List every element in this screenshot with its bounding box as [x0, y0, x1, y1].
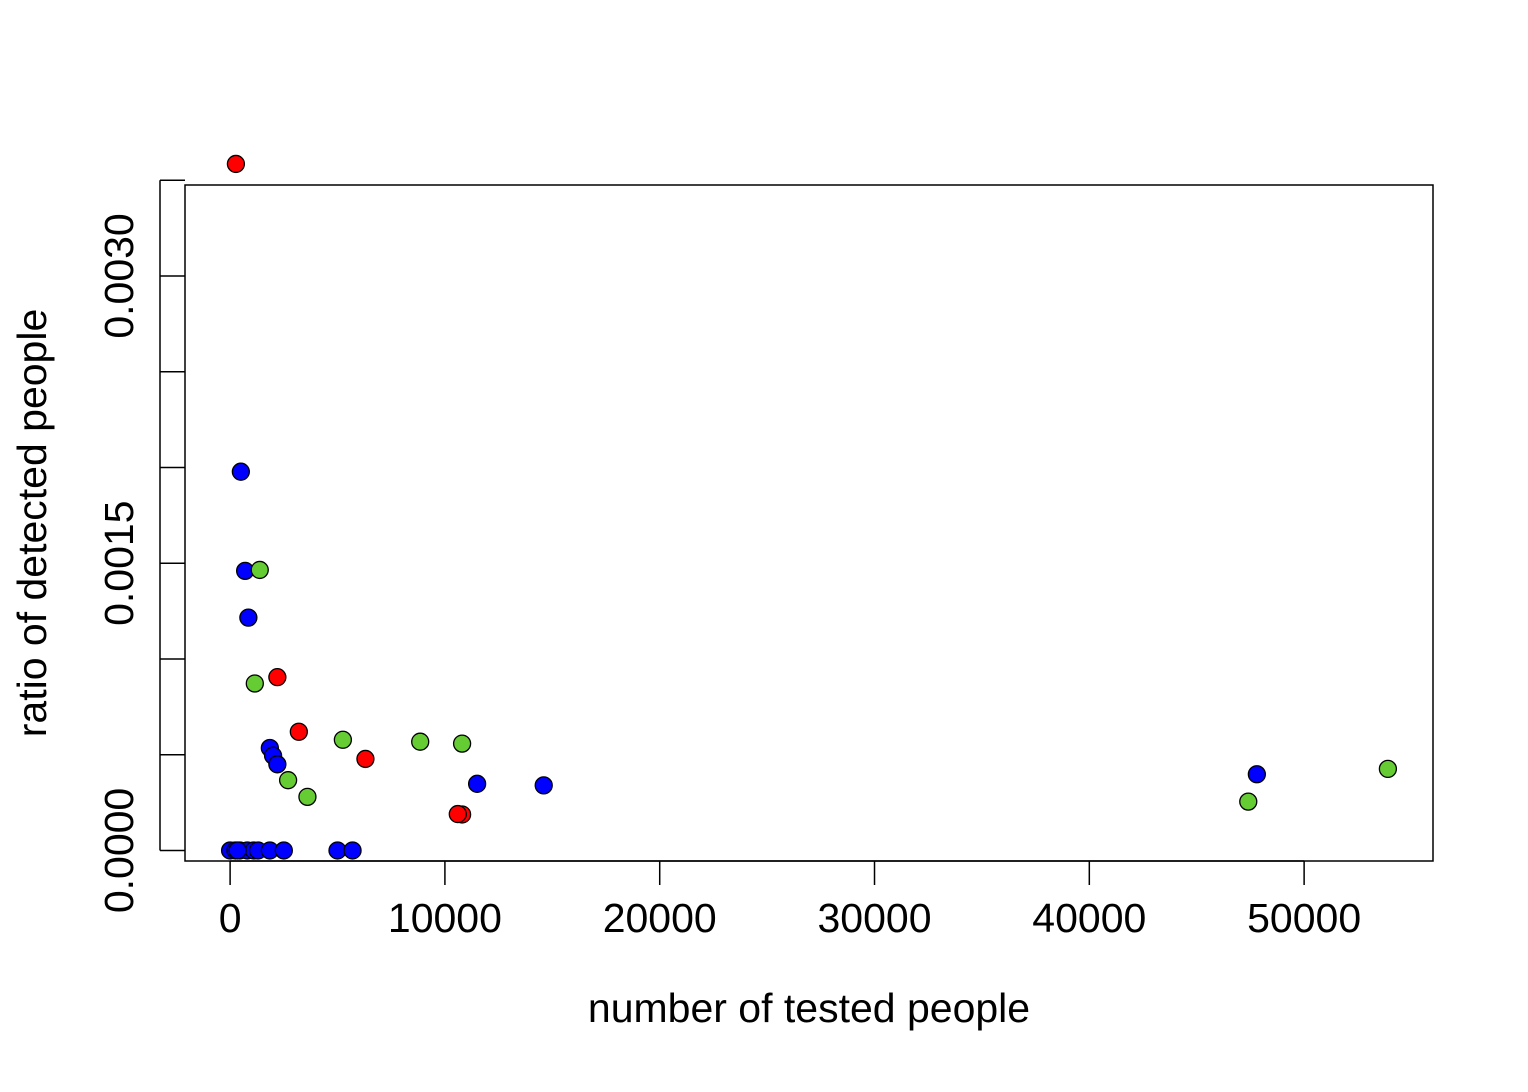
data-point	[268, 668, 287, 687]
data-points	[220, 154, 1398, 860]
data-point	[343, 841, 362, 860]
y-tick-label: 0.0015	[96, 501, 142, 626]
x-tick-label: 30000	[818, 895, 932, 941]
data-point	[356, 749, 375, 769]
data-point	[250, 560, 269, 580]
x-axis: 0 10000 20000 30000 40000 50000	[219, 860, 1361, 941]
x-tick-label: 20000	[603, 895, 717, 941]
data-point	[278, 771, 298, 790]
data-point	[411, 732, 430, 751]
y-axis: 0.0000 0.0015 0.0030	[96, 179, 185, 913]
x-tick-label: 40000	[1032, 895, 1146, 941]
y-tick-label: 0.0000	[96, 788, 142, 913]
data-point	[289, 722, 308, 741]
data-point	[228, 841, 247, 860]
data-point	[534, 776, 553, 795]
data-point	[467, 774, 487, 793]
data-point	[298, 787, 317, 806]
data-point	[448, 804, 467, 824]
data-point	[274, 841, 293, 860]
data-point	[333, 730, 353, 749]
data-point	[452, 734, 472, 753]
data-point	[1378, 759, 1398, 779]
data-point	[226, 154, 246, 174]
x-axis-label: number of tested people	[588, 985, 1030, 1031]
x-tick-label: 0	[219, 895, 242, 941]
data-point	[268, 755, 287, 774]
data-point	[231, 462, 250, 481]
data-point	[1247, 765, 1267, 784]
x-tick-label: 10000	[388, 895, 502, 941]
y-tick-label: 0.0030	[96, 213, 142, 338]
y-axis-label: ratio of detected people	[9, 309, 55, 738]
data-point	[245, 674, 264, 693]
data-point	[1239, 792, 1258, 811]
x-tick-label: 50000	[1247, 895, 1361, 941]
data-point	[239, 608, 258, 627]
